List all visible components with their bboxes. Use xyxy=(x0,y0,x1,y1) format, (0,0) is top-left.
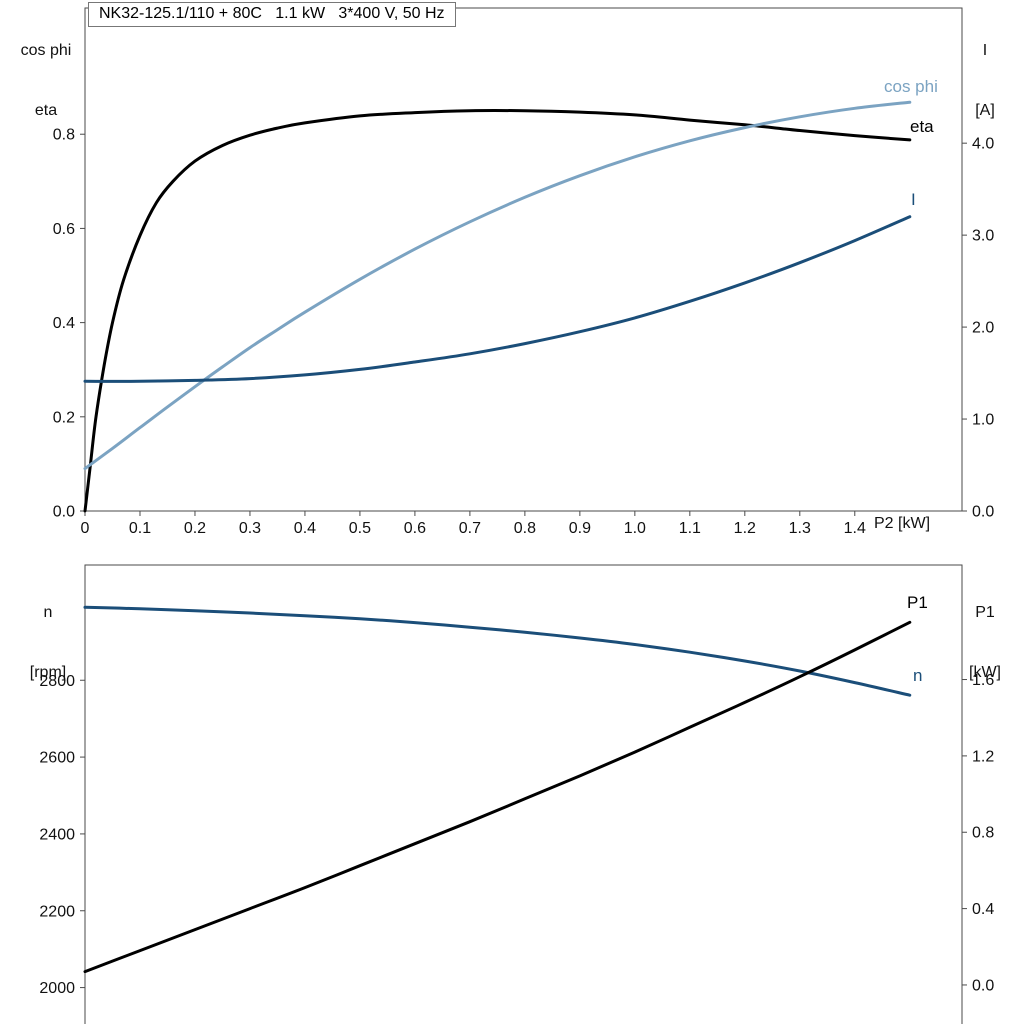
plot-frame xyxy=(84,564,963,1024)
curve-label-p1: P1 xyxy=(907,593,928,612)
chart-title-box: NK32-125.1/110 + 80C 1.1 kW 3*400 V, 50 … xyxy=(88,2,456,27)
x-tick-label: 0.4 xyxy=(294,520,316,537)
curve-label-cos-phi: cos phi xyxy=(884,77,938,96)
x-tick-label: 0.1 xyxy=(129,520,151,537)
top-left-axis-title: cos phi eta xyxy=(4,1,88,161)
left-tick-label: 2200 xyxy=(39,903,75,920)
axis-title-p1-unit: [kW] xyxy=(969,664,1001,681)
top-right-axis-title: I [A] xyxy=(950,1,1020,161)
curve-label-n: n xyxy=(913,666,923,685)
curve-label-current: I xyxy=(911,190,916,209)
curve-eta xyxy=(83,109,912,513)
right-tick-label: 0.0 xyxy=(972,977,994,994)
right-tick-label: 3.0 xyxy=(972,228,994,245)
x-tick-label: 1.4 xyxy=(844,520,866,537)
x-tick-label: 0.2 xyxy=(184,520,206,537)
axis-title-eta: eta xyxy=(34,102,58,119)
x-tick-label: 0.3 xyxy=(239,520,261,537)
left-tick-label: 0.4 xyxy=(53,315,75,332)
x-tick-label: 0.8 xyxy=(514,520,536,537)
right-tick-label: 1.6 xyxy=(972,672,994,689)
axis-title-speed: n xyxy=(43,604,53,621)
right-tick-label: 0.8 xyxy=(972,825,994,842)
bottom-right-axis-title: P1 [kW] xyxy=(950,563,1020,723)
axis-title-p1: P1 xyxy=(975,604,995,621)
left-tick-label: 2400 xyxy=(39,826,75,843)
x-tick-label: 0.7 xyxy=(459,520,481,537)
curve-cos-phi xyxy=(83,100,912,471)
right-tick-label: 1.0 xyxy=(972,412,994,429)
x-tick-label: 0.5 xyxy=(349,520,371,537)
left-tick-label: 2600 xyxy=(39,750,75,767)
x-tick-label: 0.6 xyxy=(404,520,426,537)
bottom-left-axis-title: n [rpm] xyxy=(6,563,90,723)
right-tick-label: 1.2 xyxy=(972,748,994,765)
chart-motor-electrical: 0.0 0.2 0.4 0.6 0.8 0.0 1.0 2.0 3.0 4.0 0 0.1 0.2 0.3… xyxy=(53,7,994,537)
x-tick-label: 1.1 xyxy=(679,520,701,537)
curve-current xyxy=(83,215,912,383)
axis-title-speed-unit: [rpm] xyxy=(29,664,67,681)
left-tick-label: 2000 xyxy=(39,980,75,997)
axis-title-current-unit: [A] xyxy=(975,102,995,119)
x-tick-label: 1.0 xyxy=(624,520,646,537)
right-tick-label: 0.4 xyxy=(972,901,994,918)
left-tick-label: 2800 xyxy=(39,673,75,690)
left-tick-label: 0.6 xyxy=(53,221,75,238)
curve-speed xyxy=(83,605,912,697)
curve-label-eta: eta xyxy=(910,117,934,136)
x-axis-label-p2: P2 [kW] xyxy=(874,515,931,532)
left-tick-label: 0.2 xyxy=(53,409,75,426)
x-tick-label: 1.3 xyxy=(789,520,811,537)
x-tick-label: 0.9 xyxy=(569,520,591,537)
right-tick-label: 4.0 xyxy=(972,136,994,153)
x-tick-label: 1.2 xyxy=(734,520,756,537)
curve-p1-power xyxy=(83,620,912,974)
right-tick-label: 2.0 xyxy=(972,320,994,337)
chart-motor-mechanical: 2000 2200 2400 2600 2800 0.0 0.4 0.8 1.2 1.6 xyxy=(39,564,994,1024)
left-tick-label: 0.0 xyxy=(53,504,75,521)
axis-title-cos-phi: cos phi xyxy=(20,42,72,59)
right-tick-label: 0.0 xyxy=(972,504,994,521)
axis-title-current: I xyxy=(982,42,988,59)
left-tick-label: 0.8 xyxy=(53,127,75,144)
plot-frame xyxy=(84,7,963,512)
x-tick-label: 0 xyxy=(81,520,90,537)
